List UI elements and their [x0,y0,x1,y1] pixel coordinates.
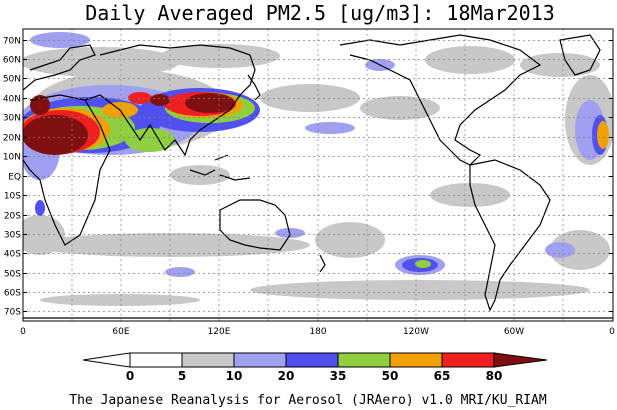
lat-label-60s: 60S [4,289,21,299]
colorbar-tick-50: 50 [382,369,399,383]
colorbar-tick-80: 80 [486,369,503,383]
colorbar-box-0-5 [129,352,183,368]
colorbar-tick-20: 20 [278,369,295,383]
lon-label-60w: 60W [504,327,524,337]
colorbar-tick-65: 65 [434,369,451,383]
longitude-labels: 0 60E 120E 180 120W 60W 0 [20,327,615,337]
colorbar-box-20-35 [285,352,339,368]
data-credit: The Japanese Reanalysis for Aerosol (JRA… [69,393,547,408]
lon-label-120w: 120W [403,327,429,337]
plot-frame [22,28,614,322]
colorbar: 0 5 10 20 35 50 65 80 [82,352,548,383]
colorbar-box-50-65 [389,352,443,368]
colorbar-box-5-10 [181,352,235,368]
lat-label-60n: 60N [3,56,21,66]
lat-label-10s: 10S [4,192,21,202]
lon-label-0-west: 0 [20,327,26,337]
lon-label-180: 180 [309,327,326,337]
lon-label-0-east: 0 [609,327,615,337]
colorbar-box-10-20 [233,352,287,368]
colorbar-right-arrow [493,352,548,368]
lon-label-60e: 60E [112,327,129,337]
lat-label-70n: 70N [3,37,21,47]
lat-label-10n: 10N [3,153,21,163]
colorbar-left-arrow [82,352,131,368]
plot-area: 70N 60N 50N 40N 30N 20N 10N EQ 10S 20S 3… [3,28,615,337]
map-title: Daily Averaged PM2.5 [ug/m3]: 18Mar2013 [85,1,555,25]
graticule [23,29,613,321]
colorbar-tick-0: 0 [126,369,134,383]
lat-label-30s: 30S [4,231,21,241]
colorbar-tick-10: 10 [226,369,243,383]
lat-label-50s: 50S [4,270,21,280]
lat-label-40s: 40S [4,250,21,260]
lat-label-eq: EQ [8,173,21,183]
colorbar-tick-5: 5 [178,369,186,383]
lat-label-20n: 20N [3,134,21,144]
lat-label-30n: 30N [3,114,21,124]
latitude-labels: 70N 60N 50N 40N 30N 20N 10N EQ 10S 20S 3… [3,37,21,318]
lat-label-50n: 50N [3,75,21,85]
lat-label-70s: 70S [4,308,21,318]
colorbar-box-35-50 [337,352,391,368]
colorbar-box-65-80 [441,352,495,368]
colorbar-tick-35: 35 [330,369,347,383]
lat-label-20s: 20S [4,212,21,222]
lon-label-120e: 120E [208,327,231,337]
lat-label-40n: 40N [3,95,21,105]
